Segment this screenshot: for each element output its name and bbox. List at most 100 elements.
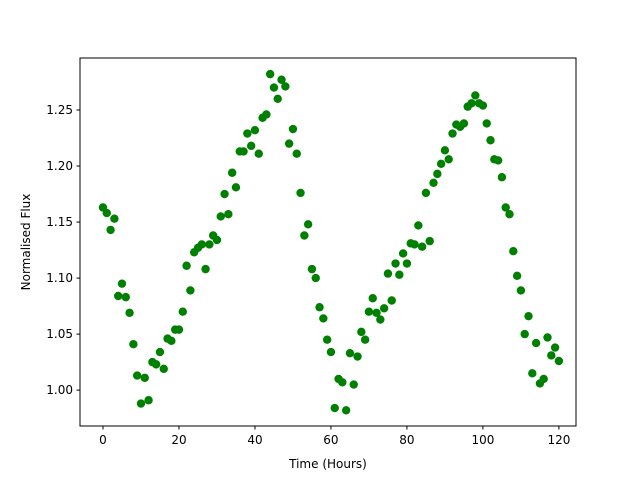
data-point [129, 339, 138, 349]
data-point [311, 273, 320, 283]
x-tick-label: 100 [471, 433, 494, 447]
data-point [448, 129, 457, 138]
y-tick-label: 1.00 [46, 383, 73, 397]
data-point [132, 371, 142, 380]
data-point [254, 149, 263, 158]
data-point [167, 336, 176, 346]
data-point [360, 335, 370, 344]
data-point [391, 259, 400, 268]
data-point [433, 169, 442, 179]
x-tick-label: 120 [547, 433, 570, 447]
data-point [300, 231, 309, 240]
data-point [140, 373, 149, 383]
data-point [520, 329, 529, 339]
data-point [201, 264, 210, 274]
data-point [220, 189, 229, 199]
data-point [322, 335, 332, 344]
data-point [144, 396, 153, 405]
data-point [547, 351, 556, 360]
data-point [307, 264, 317, 274]
data-point [292, 149, 301, 158]
data-point [550, 343, 560, 352]
data-point [227, 168, 237, 177]
data-point [376, 315, 385, 324]
y-tick-label: 1.10 [46, 271, 73, 285]
data-point [528, 369, 537, 378]
data-point [273, 94, 282, 103]
data-point [212, 235, 222, 245]
x-tick-label: 80 [399, 433, 414, 447]
data-point [398, 249, 408, 258]
data-point [482, 119, 491, 128]
data-point [395, 270, 404, 279]
data-point [330, 403, 339, 413]
data-point [315, 303, 324, 312]
data-point [341, 406, 351, 415]
data-point [368, 294, 377, 303]
axes-frame [79, 57, 577, 427]
data-point [155, 347, 165, 357]
data-point [159, 364, 168, 374]
data-point [372, 308, 381, 318]
data-point [429, 178, 438, 188]
data-point [505, 210, 514, 219]
data-point [387, 296, 396, 305]
data-point [151, 360, 161, 369]
data-point [250, 125, 260, 135]
data-point [296, 188, 305, 198]
data-point [284, 139, 294, 148]
data-point [349, 380, 358, 389]
data-point [516, 286, 526, 295]
data-point [509, 246, 518, 256]
data-point [243, 129, 252, 138]
data-point [102, 208, 111, 218]
data-point [319, 314, 328, 323]
data-point [186, 286, 195, 295]
data-point [379, 304, 389, 313]
y-axis-label: Normalised Flux [19, 194, 33, 291]
data-point [402, 259, 412, 268]
data-point [410, 240, 419, 249]
x-axis-label: Time (Hours) [288, 457, 367, 471]
data-point [364, 307, 374, 316]
data-point [501, 203, 510, 212]
data-point [106, 225, 115, 235]
data-point [417, 242, 427, 251]
data-point [345, 348, 355, 358]
x-tick-label: 60 [323, 433, 338, 447]
data-point [265, 69, 275, 79]
data-point [524, 311, 533, 321]
data-point [440, 146, 450, 155]
data-point [110, 214, 119, 223]
data-point [357, 327, 366, 337]
data-point [117, 279, 127, 288]
data-point [353, 352, 362, 361]
data-point [281, 82, 290, 91]
data-point [205, 240, 214, 249]
data-point [231, 183, 241, 192]
data-point [246, 141, 256, 151]
data-point [512, 271, 522, 281]
data-point [486, 136, 495, 145]
data-point [224, 210, 233, 219]
y-tick-label: 1.20 [46, 159, 73, 173]
x-tick-label: 40 [247, 433, 262, 447]
data-point [531, 338, 541, 348]
data-point [436, 159, 446, 168]
data-point [136, 399, 146, 408]
data-point [338, 378, 347, 387]
data-point [539, 374, 548, 384]
data-point [303, 220, 313, 229]
data-point [414, 221, 423, 230]
data-point [216, 212, 225, 221]
data-point [269, 83, 279, 92]
data-point [174, 325, 184, 334]
data-point [459, 119, 469, 128]
data-point [113, 291, 123, 301]
y-tick-label: 1.05 [46, 327, 73, 341]
data-point [471, 91, 480, 100]
y-tick-label: 1.15 [46, 215, 73, 229]
data-point [554, 356, 564, 366]
data-point [182, 261, 191, 270]
